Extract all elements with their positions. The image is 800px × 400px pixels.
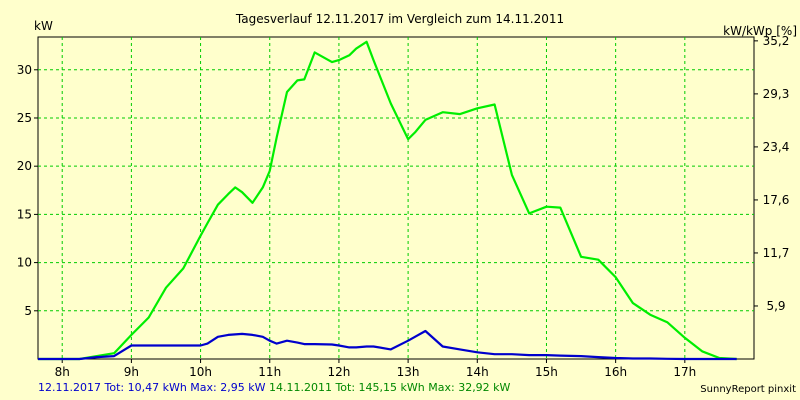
- series-1-stats: Tot: 10,47 kWh Max: 2,95 kW: [104, 381, 266, 394]
- series-line-1: [38, 40, 737, 361]
- x-tick-label: 13h: [397, 365, 420, 379]
- x-tick-label: 14h: [466, 365, 489, 379]
- x-tick-label: 9h: [124, 365, 139, 379]
- chart-footer: 12.11.2017 Tot: 10,47 kWh Max: 2,95 kW 1…: [38, 381, 510, 394]
- series-1-date: 12.11.2017: [38, 381, 101, 394]
- x-tick-label: 15h: [535, 365, 558, 379]
- y2-axis-label: kW/kWp [%]: [723, 24, 797, 38]
- y2-tick-label: 11,7: [763, 246, 790, 260]
- y-tick-label: 15: [17, 207, 32, 221]
- x-tick-label: 16h: [604, 365, 627, 379]
- y2-tick-label: 35,2: [763, 34, 790, 48]
- y-axis-label: kW: [34, 19, 53, 33]
- y2-tick-label: 29,3: [763, 87, 790, 101]
- y-tick-label: 20: [17, 159, 32, 173]
- y-tick-label: 30: [17, 63, 32, 77]
- x-tick-label: 10h: [189, 365, 212, 379]
- y-tick-label: 25: [17, 111, 32, 125]
- chart-title: Tagesverlauf 12.11.2017 im Vergleich zum…: [235, 12, 564, 26]
- series-line-2: [38, 329, 737, 361]
- series-2-date: 14.11.2011: [268, 381, 332, 394]
- y-tick-label: 5: [24, 304, 32, 318]
- y-tick-label: 10: [17, 256, 32, 270]
- series-2-stats: Tot: 145,15 kWh Max: 32,92 kW: [335, 381, 511, 394]
- brand-label: SunnyReport pinxit: [700, 384, 796, 395]
- y2-tick-label: 5,9: [766, 299, 785, 313]
- plot-frame: [37, 36, 755, 360]
- x-tick-label: 8h: [55, 365, 70, 379]
- x-tick-label: 11h: [258, 365, 281, 379]
- y2-tick-label: 17,6: [763, 193, 790, 207]
- x-tick-label: 12h: [327, 365, 350, 379]
- x-tick-label: 17h: [673, 365, 696, 379]
- y2-tick-label: 23,4: [763, 140, 790, 154]
